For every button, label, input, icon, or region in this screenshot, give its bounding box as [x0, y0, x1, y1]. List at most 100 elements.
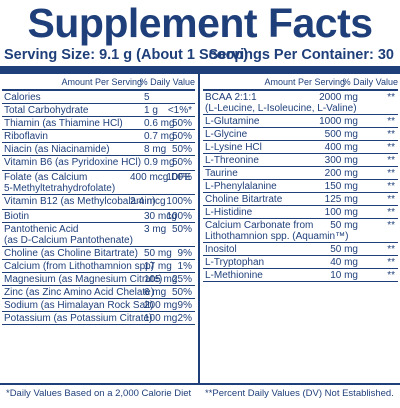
nutrient-name: L-Lysine HCl [205, 142, 262, 153]
nutrient-name: Folate (as Calcium 5-Methyltetrahydrofol… [4, 172, 116, 194]
nutrient-row: L-Threonine 300 mg ** [203, 154, 398, 167]
nutrient-dv: ** [387, 207, 395, 218]
nutrient-dv: 2% [177, 313, 192, 324]
nutrient-name: L-Glycine [205, 129, 248, 140]
nutrient-dv: <1%* [167, 105, 192, 116]
nutrient-name: Zinc (as Zinc Amino Acid Chelate) [4, 287, 155, 298]
nutrient-row: Inositol 50 mg ** [203, 243, 398, 256]
nutrient-name: Magnesium (as Magnesium Citrate) [4, 274, 163, 285]
nutrient-amount: 125 mg [324, 194, 358, 205]
nutrient-row: Total Carbohydrate 1 g <1%* [2, 104, 195, 117]
nutrient-dv: 50% [171, 224, 192, 235]
nutrient-dv: 100% [166, 196, 192, 207]
nutrient-amount: 300 mg [324, 155, 358, 166]
amount-header: Amount Per Serving [264, 77, 345, 87]
dv-header: % Daily Value [139, 77, 195, 87]
nutrient-row: BCAA 2:1:1 (L-Leucine, L-Isoleucine, L-V… [203, 91, 398, 115]
nutrient-row: Riboflavin 0.7 mg 50% [2, 130, 195, 143]
nutrient-dv: ** [387, 129, 395, 140]
nutrient-dv: ** [387, 257, 395, 268]
nutrient-row: Calcium (from Lithothamnion spp) 17 mg 1% [2, 260, 195, 273]
nutrient-dv: 100% [166, 172, 192, 183]
nutrient-dv: 50% [171, 287, 192, 298]
nutrient-row: Choline Bitartrate 125 mg ** [203, 193, 398, 206]
nutrient-row: L-Histidine 100 mg ** [203, 206, 398, 219]
nutrient-amount: 105 mg [144, 274, 178, 285]
dv-header: % Daily Value [342, 77, 398, 87]
nutrient-amount: 2.4 mcg [130, 196, 166, 207]
nutrient-name: Biotin [4, 211, 30, 222]
nutrient-name: Taurine [205, 168, 238, 179]
nutrient-amount: 50 mg [330, 220, 358, 231]
nutrient-amount: 3 mg [144, 224, 167, 235]
nutrient-dv: ** [387, 155, 395, 166]
nutrient-amount: 100 mg [324, 207, 358, 218]
nutrient-row: Sodium (as Himalayan Rock Salt) 200 mg 9% [2, 299, 195, 312]
nutrient-amount: 400 mcg DFE [130, 172, 192, 183]
nutrient-row: Calories 5 [2, 91, 195, 104]
nutrient-name: Sodium (as Himalayan Rock Salt) [4, 300, 154, 311]
nutrient-amount: 1 g [144, 105, 158, 116]
nutrient-name: L-Tryptophan [205, 257, 265, 268]
nutrient-amount: 200 mg [144, 300, 178, 311]
left-rows: Calories 5 Total Carbohydrate 1 g <1%* Thiami… [2, 91, 195, 325]
header-rule [2, 89, 195, 91]
nutrient-row: L-Tryptophan 40 mg ** [203, 256, 398, 269]
nutrient-amount: 17 mg [144, 261, 172, 272]
nutrient-name: Total Carbohydrate [4, 105, 89, 116]
nutrient-name: Choline (as Choline Bitartrate) [4, 248, 138, 259]
nutrient-amount: 150 mg [324, 181, 358, 192]
amount-header: Amount Per Serving [61, 77, 142, 87]
nutrient-row: Folate (as Calcium 5-Methyltetrahydrofol… [2, 171, 195, 195]
nutrient-dv: 1% [177, 261, 192, 272]
left-column: Amount Per Serving % Daily Value Calorie… [2, 76, 195, 325]
column-divider [198, 74, 200, 383]
nutrient-row: Niacin (as Niacinamide) 8 mg 50% [2, 143, 195, 156]
nutrient-dv: 50% [171, 118, 192, 129]
panel-title: Supplement Facts [27, 0, 373, 46]
nutrient-dv: ** [387, 194, 395, 205]
nutrient-dv: ** [387, 270, 395, 281]
nutrient-dv: 25% [171, 274, 192, 285]
thick-divider [0, 66, 400, 74]
nutrient-row: L-Lysine HCl 400 mg ** [203, 141, 398, 154]
nutrient-dv: ** [387, 168, 395, 179]
nutrient-name: Pantothenic Acid (as D-Calcium Pantothen… [4, 224, 133, 246]
nutrient-row: Potassium (as Potassium Citrate) 100 mg 2% [2, 312, 195, 325]
right-column: Amount Per Serving % Daily Value BCAA 2:… [203, 76, 398, 282]
nutrient-amount: 500 mg [324, 129, 358, 140]
nutrient-name: L-Methionine [205, 270, 263, 281]
nutrient-name: Vitamin B6 (as Pyridoxine HCl) [4, 157, 142, 168]
nutrient-row: L-Methionine 10 mg ** [203, 269, 398, 282]
column-header: Amount Per Serving % Daily Value [203, 76, 398, 88]
nutrient-amount: 200 mg [324, 168, 358, 179]
nutrient-amount: 50 mg [330, 244, 358, 255]
nutrient-dv: 100% [166, 211, 192, 222]
nutrient-amount: 40 mg [330, 257, 358, 268]
nutrient-row: Taurine 200 mg ** [203, 167, 398, 180]
nutrient-row: Vitamin B12 (as Methylcobalamin) 2.4 mcg 1… [2, 195, 195, 210]
footer-left: *Daily Values Based on a 2,000 Calorie D… [6, 388, 192, 399]
nutrient-name: Calcium (from Lithothamnion spp) [4, 261, 155, 272]
nutrient-dv: 50% [171, 131, 192, 142]
servings-per-container: Servings Per Container: 30 [208, 47, 394, 63]
nutrient-amount: 6 mg [144, 287, 167, 298]
nutrient-row: Pantothenic Acid (as D-Calcium Pantothen… [2, 223, 195, 247]
serving-size: Serving Size: 9.1 g (About 1 Scoop) [4, 47, 249, 63]
nutrient-name: Choline Bitartrate [205, 194, 283, 205]
right-rows: BCAA 2:1:1 (L-Leucine, L-Isoleucine, L-V… [203, 91, 398, 282]
nutrient-dv: ** [387, 92, 395, 103]
nutrient-row: Vitamin B6 (as Pyridoxine HCl) 0.9 mg 50% [2, 156, 195, 171]
nutrient-name: Calcium Carbonate from Lithothamnion spp… [205, 220, 349, 242]
nutrient-amount: 1000 mg [319, 116, 358, 127]
nutrient-name: Potassium (as Potassium Citrate) [4, 313, 153, 324]
nutrient-amount: 2000 mg [319, 92, 358, 103]
nutrient-row: Choline (as Choline Bitartrate) 50 mg 9% [2, 247, 195, 260]
nutrient-dv: ** [387, 116, 395, 127]
nutrient-name: Niacin (as Niacinamide) [4, 144, 110, 155]
nutrient-row: L-Glycine 500 mg ** [203, 128, 398, 141]
nutrient-dv: ** [387, 142, 395, 153]
nutrient-row: Zinc (as Zinc Amino Acid Chelate) 6 mg 50% [2, 286, 195, 299]
nutrient-name: Thiamin (as Thiamine HCl) [4, 118, 123, 129]
